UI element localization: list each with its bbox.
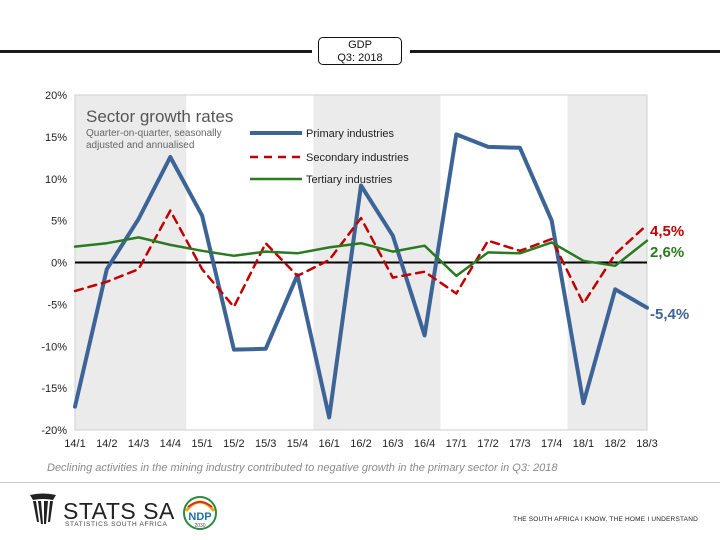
x-tick-label: 14/3 bbox=[128, 438, 149, 450]
header-rule-right bbox=[410, 50, 720, 53]
legend: Primary industries Secondary industries Te… bbox=[250, 128, 409, 186]
logo-text: STATS SA bbox=[63, 498, 175, 524]
x-tick-label: 16/4 bbox=[414, 438, 435, 450]
x-tick-label: 16/1 bbox=[319, 438, 340, 450]
x-tick-label: 14/1 bbox=[64, 438, 85, 450]
x-tick-label: 17/3 bbox=[509, 438, 530, 450]
legend-label: Primary industries bbox=[306, 128, 395, 140]
x-tick-label: 17/2 bbox=[477, 438, 498, 450]
y-tick-label: 15% bbox=[45, 132, 67, 144]
series-line-tertiary-industries bbox=[73, 236, 649, 278]
x-tick-label: 14/4 bbox=[160, 438, 181, 450]
y-tick-label: -5% bbox=[47, 299, 67, 311]
x-tick-label: 16/3 bbox=[382, 438, 403, 450]
x-tick-label: 15/2 bbox=[223, 438, 244, 450]
y-tick-label: 10% bbox=[45, 174, 67, 186]
chart-caption: Declining activities in the mining indus… bbox=[47, 462, 558, 474]
y-axis: -20% -15% -10% -5% 0% 5% 10% 15% 20% bbox=[41, 90, 67, 437]
end-value-label: 2,6% bbox=[650, 244, 684, 261]
chart-subtitle-line1: Quarter-on-quarter, seasonally bbox=[86, 128, 222, 139]
header-rule-left bbox=[0, 50, 312, 53]
y-tick-label: 5% bbox=[51, 216, 67, 228]
x-tick-label: 15/1 bbox=[191, 438, 212, 450]
footer-rule bbox=[0, 482, 720, 483]
stats-sa-logo-icon bbox=[30, 493, 56, 524]
x-tick-label: 15/3 bbox=[255, 438, 276, 450]
chart-title: Sector growth rates bbox=[86, 107, 233, 126]
logo-subtext: STATISTICS SOUTH AFRICA bbox=[65, 521, 168, 528]
badge-period: Q3: 2018 bbox=[337, 52, 383, 64]
x-tick-label: 18/3 bbox=[636, 438, 657, 450]
x-tick-label: 16/2 bbox=[350, 438, 371, 450]
x-tick-label: 18/1 bbox=[573, 438, 594, 450]
x-tick-label: 17/1 bbox=[446, 438, 467, 450]
x-tick-label: 14/2 bbox=[96, 438, 117, 450]
ndp-year: 2030 bbox=[194, 523, 205, 529]
y-tick-label: -20% bbox=[41, 425, 67, 437]
series-layer bbox=[73, 132, 649, 420]
y-tick-label: -15% bbox=[41, 383, 67, 395]
x-axis: 14/1 14/2 14/3 14/4 15/1 15/2 15/3 15/4 16/1 16/2… bbox=[64, 438, 657, 450]
series-line-secondary-industries bbox=[73, 209, 649, 309]
x-tick-label: 18/2 bbox=[605, 438, 626, 450]
report-badge: GDP Q3: 2018 bbox=[318, 37, 402, 65]
end-value-label: -5,4% bbox=[650, 306, 689, 323]
sector-growth-chart: -20%-15%-10%-5%0%5%10%15%20% 14/1 14/2 14/… bbox=[41, 90, 689, 450]
badge-title: GDP bbox=[348, 39, 372, 51]
end-labels: 4,5% 2,6% -5,4% bbox=[650, 223, 689, 323]
y-tick-label: 0% bbox=[51, 258, 67, 270]
ndp-label: NDP bbox=[188, 511, 211, 523]
series-line-primary-industries bbox=[73, 132, 649, 420]
footer-tagline: THE SOUTH AFRICA I KNOW, THE HOME I UNDE… bbox=[513, 516, 698, 523]
chart-subtitle-line2: adjusted and annualised bbox=[86, 140, 194, 151]
x-tick-label: 17/4 bbox=[541, 438, 562, 450]
y-tick-label: -10% bbox=[41, 341, 67, 353]
ndp-logo-icon: NDP 2030 bbox=[183, 496, 217, 530]
legend-label: Tertiary industries bbox=[306, 174, 393, 186]
y-tick-label: 20% bbox=[45, 90, 67, 102]
end-value-label: 4,5% bbox=[650, 223, 684, 240]
x-tick-label: 15/4 bbox=[287, 438, 308, 450]
legend-label: Secondary industries bbox=[306, 152, 409, 164]
